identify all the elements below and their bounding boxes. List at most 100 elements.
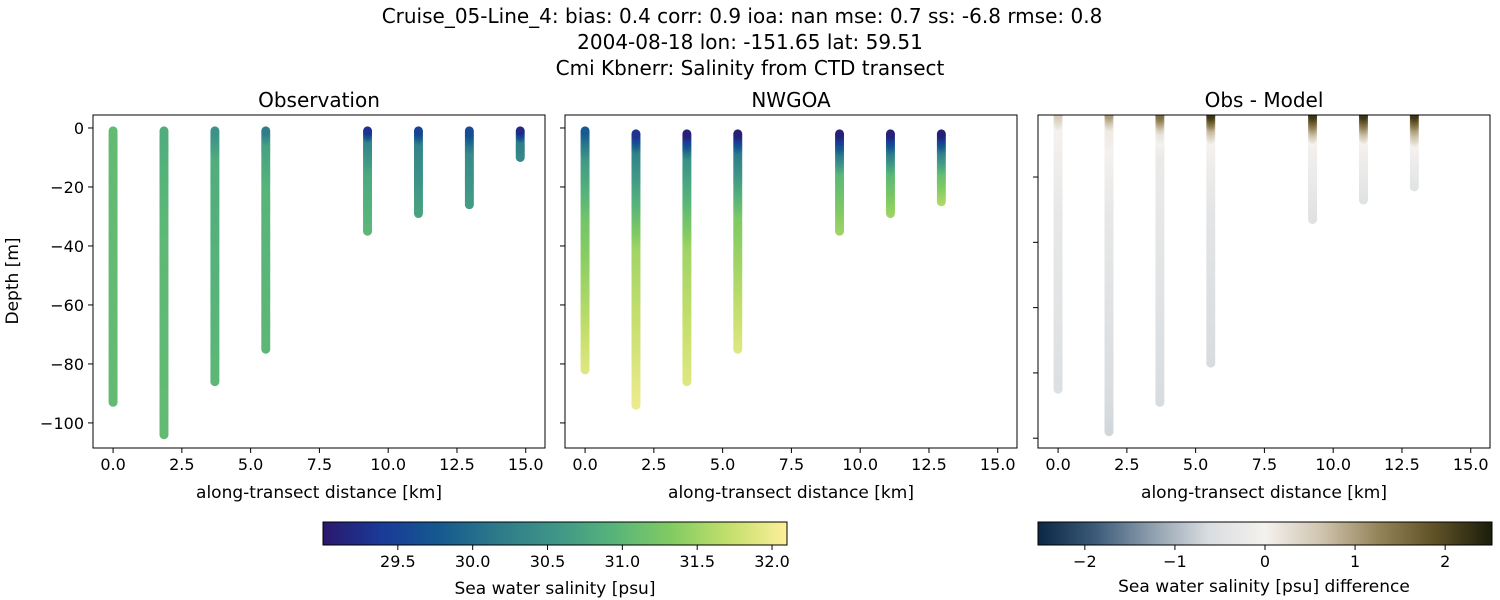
x-tick-label: 12.5 xyxy=(1384,455,1420,474)
cast-2 xyxy=(1104,115,1114,437)
colorbar-tick-label: 1 xyxy=(1350,552,1360,571)
x-tick-label: 5.0 xyxy=(710,455,735,474)
data-point xyxy=(1206,115,1216,120)
data-point xyxy=(936,129,946,139)
x-tick-label: 0.0 xyxy=(100,455,125,474)
panel-2-title: NWGOA xyxy=(751,88,831,112)
colorbar-tick-label: 0 xyxy=(1260,552,1270,571)
title-line-2: 2004-08-18 lon: -151.65 lat: 59.51 xyxy=(577,30,923,54)
cast-4 xyxy=(1206,115,1216,368)
cast-3 xyxy=(1155,115,1165,407)
cast-6 xyxy=(413,126,423,219)
cast-1 xyxy=(1053,115,1063,394)
data-point xyxy=(1053,115,1063,120)
x-tick-label: 7.5 xyxy=(779,455,804,474)
cast-2 xyxy=(631,129,641,410)
x-tick-label: 5.0 xyxy=(1183,455,1208,474)
data-point xyxy=(1358,115,1368,120)
data-point xyxy=(580,126,590,136)
data-point xyxy=(1308,115,1318,120)
colorbar-1-label: Sea water salinity [psu] xyxy=(455,579,656,599)
x-tick-label: 15.0 xyxy=(508,455,544,474)
x-tick-label: 5.0 xyxy=(238,455,263,474)
cast-2 xyxy=(159,126,169,440)
x-tick-label: 2.5 xyxy=(641,455,666,474)
x-tick-label: 2.5 xyxy=(169,455,194,474)
x-tick-label: 7.5 xyxy=(1252,455,1277,474)
data-point xyxy=(464,126,474,136)
x-tick-label: 10.0 xyxy=(842,455,878,474)
data-point xyxy=(733,129,743,139)
y-tick-label: −80 xyxy=(50,355,84,374)
colorbar-tick-label: −2 xyxy=(1073,552,1097,571)
data-point xyxy=(682,129,692,139)
y-axis-label: Depth [m] xyxy=(3,237,23,324)
cast-6 xyxy=(885,129,895,219)
cast-5 xyxy=(363,126,373,236)
cast-3 xyxy=(682,129,692,387)
colorbar-tick-label: 30.5 xyxy=(530,552,566,571)
colorbar-2-label: Sea water salinity [psu] difference xyxy=(1118,577,1410,597)
cast-7 xyxy=(464,126,474,210)
cast-5 xyxy=(835,129,845,236)
panel-3-title: Obs - Model xyxy=(1205,88,1324,112)
cast-4 xyxy=(733,129,743,354)
cast-1 xyxy=(108,126,118,407)
x-tick-label: 10.0 xyxy=(1315,455,1351,474)
data-point xyxy=(108,126,118,136)
cast-3 xyxy=(210,126,220,387)
x-tick-label: 15.0 xyxy=(1453,455,1489,474)
data-point xyxy=(885,129,895,139)
data-point xyxy=(1409,115,1419,120)
x-tick-label: 10.0 xyxy=(370,455,406,474)
data-point xyxy=(210,126,220,136)
title-line-1: Cruise_05-Line_4: bias: 0.4 corr: 0.9 io… xyxy=(382,4,1103,28)
cast-7 xyxy=(1409,115,1419,192)
colorbar-2 xyxy=(1037,521,1493,546)
panel-3-xlabel: along-transect distance [km] xyxy=(1141,483,1387,503)
cast-5 xyxy=(1308,115,1318,224)
cast-1 xyxy=(580,126,590,375)
data-point xyxy=(261,126,271,136)
y-tick-label: −20 xyxy=(50,178,84,197)
panel-2-marks xyxy=(580,126,946,410)
title-line-3: Cmi Kbnerr: Salinity from CTD transect xyxy=(556,56,945,80)
colorbar-tick-label: 30.0 xyxy=(455,552,491,571)
y-tick-label: −60 xyxy=(50,296,84,315)
colorbar-tick-label: 32.0 xyxy=(754,552,790,571)
cast-7 xyxy=(936,129,946,207)
panel-1-marks xyxy=(108,126,525,440)
cast-8 xyxy=(515,126,525,162)
data-point xyxy=(1104,115,1114,120)
y-tick-label: −100 xyxy=(40,414,84,433)
colorbar-tick-label: 31.5 xyxy=(679,552,715,571)
colorbar-tick-label: −1 xyxy=(1163,552,1187,571)
x-tick-label: 0.0 xyxy=(572,455,597,474)
colorbar-tick-label: 29.5 xyxy=(380,552,416,571)
panel-2-xlabel: along-transect distance [km] xyxy=(668,483,914,503)
data-point xyxy=(631,129,641,139)
cast-6 xyxy=(1358,115,1368,205)
colorbar-tick-label: 2 xyxy=(1440,552,1450,571)
x-tick-label: 12.5 xyxy=(911,455,947,474)
colorbar-tick-label: 31.0 xyxy=(605,552,641,571)
x-tick-label: 7.5 xyxy=(307,455,332,474)
data-point xyxy=(363,126,373,136)
x-tick-label: 15.0 xyxy=(980,455,1016,474)
data-point xyxy=(1155,115,1165,120)
panel-1-xlabel: along-transect distance [km] xyxy=(196,483,442,503)
y-tick-label: 0 xyxy=(74,119,84,138)
data-point xyxy=(515,126,525,136)
data-point xyxy=(413,126,423,136)
x-tick-label: 12.5 xyxy=(439,455,475,474)
data-point xyxy=(835,129,845,139)
data-point xyxy=(159,126,169,136)
panel-1-title: Observation xyxy=(258,88,380,112)
colorbar-1 xyxy=(322,521,788,546)
x-tick-label: 0.0 xyxy=(1045,455,1070,474)
panel-3-marks xyxy=(1053,115,1419,437)
y-tick-label: −40 xyxy=(50,237,84,256)
x-tick-label: 2.5 xyxy=(1114,455,1139,474)
